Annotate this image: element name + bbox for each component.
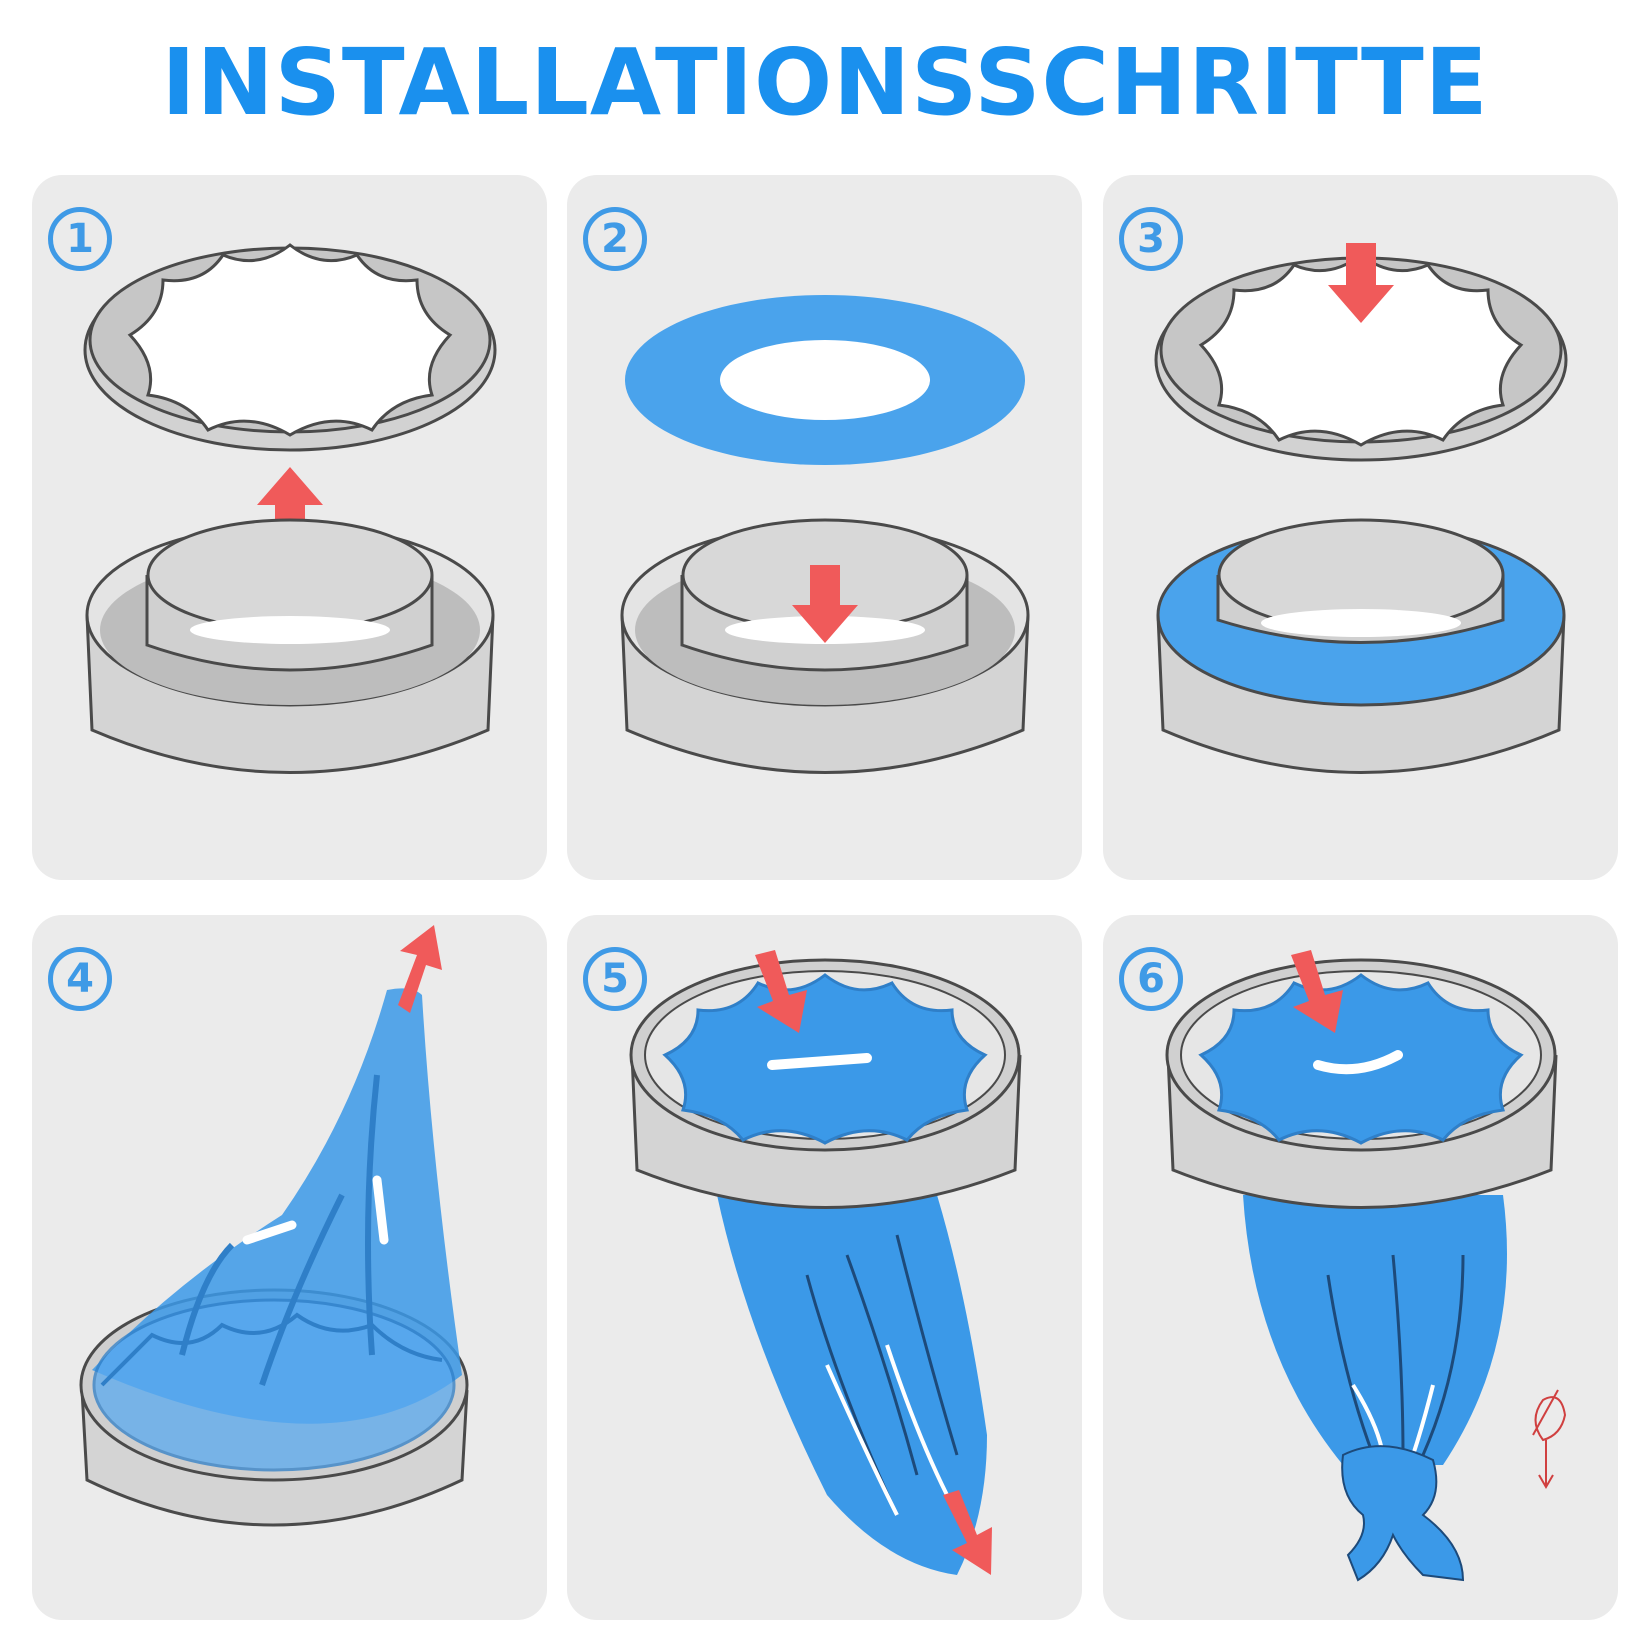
step-panel-5: 5 <box>567 915 1082 1620</box>
bag-through-lid-icon <box>629 950 1022 1575</box>
bag-knot-icon <box>1165 950 1567 1582</box>
page-title: INSTALLATIONSSCHRITTE <box>161 29 1489 136</box>
step-panel-6: 6 <box>1103 915 1618 1620</box>
seal-ring-insert-icon <box>620 295 1030 774</box>
step-panel-4: 4 <box>32 915 547 1620</box>
step-number-badge: 1 <box>48 207 112 271</box>
lid-press-icon <box>1154 243 1568 774</box>
step-panel-2: 2 <box>567 175 1082 880</box>
step-number-badge: 4 <box>48 947 112 1011</box>
step-number-badge: 5 <box>583 947 647 1011</box>
lid-lift-icon <box>83 243 497 774</box>
step-number-badge: 3 <box>1119 207 1183 271</box>
step-number-badge: 2 <box>583 207 647 271</box>
step-panel-3: 3 <box>1103 175 1618 880</box>
step-panel-1: 1 <box>32 175 547 880</box>
bag-pull-icon <box>79 925 469 1527</box>
step-number-badge: 6 <box>1119 947 1183 1011</box>
